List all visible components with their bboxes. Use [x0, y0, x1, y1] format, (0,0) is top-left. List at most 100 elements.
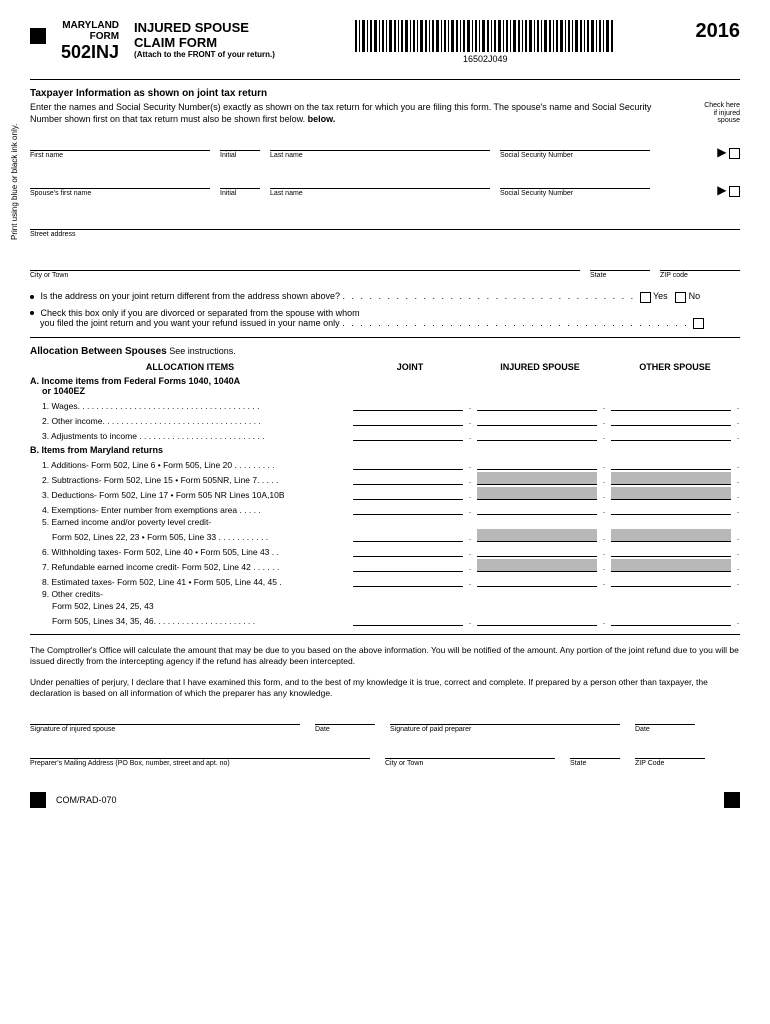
a3-injured[interactable] [477, 428, 597, 441]
b9-joint[interactable] [353, 613, 463, 626]
form-title-1: INJURED SPOUSE [134, 20, 275, 35]
injured-spouse-checkbox-1[interactable] [729, 148, 740, 159]
line-b5: 5. Earned income and/or poverty level cr… [30, 517, 350, 527]
b2-other [611, 472, 731, 485]
b8-other[interactable] [611, 574, 731, 587]
a3-joint[interactable] [353, 428, 463, 441]
a1-other[interactable] [611, 398, 731, 411]
spouse-last-label: Last name [270, 190, 490, 197]
b6-joint[interactable] [353, 544, 463, 557]
form-subtitle: (Attach to the FRONT of your return.) [134, 50, 275, 59]
b5-other [611, 529, 731, 542]
a1-joint[interactable] [353, 398, 463, 411]
no-label: No [689, 291, 701, 301]
sig-injured-label: Signature of injured spouse [30, 726, 300, 733]
b5-joint[interactable] [353, 529, 463, 542]
b1-joint[interactable] [353, 457, 463, 470]
b9-injured[interactable] [477, 613, 597, 626]
b9-other[interactable] [611, 613, 731, 626]
a2-injured[interactable] [477, 413, 597, 426]
taxpayer-instructions: Enter the names and Social Security Numb… [30, 102, 680, 125]
b2-joint[interactable] [353, 472, 463, 485]
line-b9b: Form 502, Lines 24, 25, 43 [30, 601, 350, 611]
date-1-input[interactable] [315, 724, 375, 725]
divorced-checkbox[interactable] [693, 318, 704, 329]
preparer-zip-input[interactable] [635, 758, 705, 759]
prep-addr-label: Preparer's Mailing Address (PO Box, numb… [30, 760, 370, 767]
date-label-2: Date [635, 726, 695, 733]
form-number: 502INJ [61, 42, 119, 63]
a2-joint[interactable] [353, 413, 463, 426]
spouse-ssn-label: Social Security Number [500, 190, 650, 197]
a1-injured[interactable] [477, 398, 597, 411]
b1-other[interactable] [611, 457, 731, 470]
preparer-address-input[interactable] [30, 758, 370, 759]
b4-other[interactable] [611, 502, 731, 515]
allocation-section: Allocation Between Spouses See instructi… [30, 346, 740, 357]
date-2-input[interactable] [635, 724, 695, 725]
divorced-question-a: Check this box only if you are divorced … [41, 308, 360, 318]
ssn-input[interactable] [500, 133, 650, 151]
yes-checkbox[interactable] [640, 292, 651, 303]
street-address-input[interactable] [30, 212, 740, 230]
state-label: State [590, 272, 650, 279]
b7-joint[interactable] [353, 559, 463, 572]
injured-spouse-checkbox-2[interactable] [729, 186, 740, 197]
no-checkbox[interactable] [675, 292, 686, 303]
corner-marker-bl [30, 792, 46, 808]
initial-label: Initial [220, 152, 260, 159]
line-b7: 7. Refundable earned income credit- Form… [30, 562, 350, 572]
first-name-input[interactable] [30, 133, 210, 151]
state-input[interactable] [590, 253, 650, 271]
form-title-block: INJURED SPOUSE CLAIM FORM (Attach to the… [134, 20, 275, 59]
spouse-last-name-input[interactable] [270, 171, 490, 189]
b6-other[interactable] [611, 544, 731, 557]
b1-injured[interactable] [477, 457, 597, 470]
a3-other[interactable] [611, 428, 731, 441]
col-injured-header: INJURED SPOUSE [470, 362, 610, 372]
address-different-question: Is the address on your joint return diff… [41, 291, 341, 301]
spouse-ssn-input[interactable] [500, 171, 650, 189]
first-name-label: First name [30, 152, 210, 159]
b3-other [611, 487, 731, 500]
preparer-city-input[interactable] [385, 758, 555, 759]
injured-spouse-signature[interactable] [30, 724, 300, 725]
b7-other [611, 559, 731, 572]
b3-joint[interactable] [353, 487, 463, 500]
a2-other[interactable] [611, 413, 731, 426]
spouse-initial-label: Initial [220, 190, 260, 197]
arrow-icon: ▶ [717, 145, 726, 159]
b8-joint[interactable] [353, 574, 463, 587]
form-code: COM/RAD-070 [56, 795, 117, 805]
line-b2: 2. Subtractions- Form 502, Line 15 • For… [30, 475, 350, 485]
line-a2: 2. Other income. . . . . . . . . . . . .… [30, 416, 350, 426]
prep-state-label: State [570, 760, 620, 767]
zip-input[interactable] [660, 253, 740, 271]
b5-injured [477, 529, 597, 542]
corner-marker-tl [30, 28, 46, 44]
b3-injured [477, 487, 597, 500]
col-joint-header: JOINT [350, 362, 470, 372]
spouse-first-name-input[interactable] [30, 171, 210, 189]
b8-injured[interactable] [477, 574, 597, 587]
last-name-input[interactable] [270, 133, 490, 151]
b4-joint[interactable] [353, 502, 463, 515]
line-b9c: Form 505, Lines 34, 35, 46. . . . . . . … [30, 616, 350, 626]
print-ink-note: Print using blue or black ink only. [10, 124, 19, 240]
city-input[interactable] [30, 253, 580, 271]
initial-input[interactable] [220, 133, 260, 151]
yes-label: Yes [653, 291, 668, 301]
b6-injured[interactable] [477, 544, 597, 557]
b4-injured[interactable] [477, 502, 597, 515]
check-here-label: Check here if injured spouse [680, 102, 740, 133]
spouse-initial-input[interactable] [220, 171, 260, 189]
line-b9: 9. Other credits- [30, 589, 350, 599]
date-label-1: Date [315, 726, 375, 733]
bullet-icon [30, 311, 34, 315]
street-label: Street address [30, 231, 740, 238]
form-word: FORM [61, 31, 119, 42]
tax-year: 2016 [696, 20, 741, 43]
prep-city-label: City or Town [385, 760, 555, 767]
preparer-state-input[interactable] [570, 758, 620, 759]
preparer-signature[interactable] [390, 724, 620, 725]
